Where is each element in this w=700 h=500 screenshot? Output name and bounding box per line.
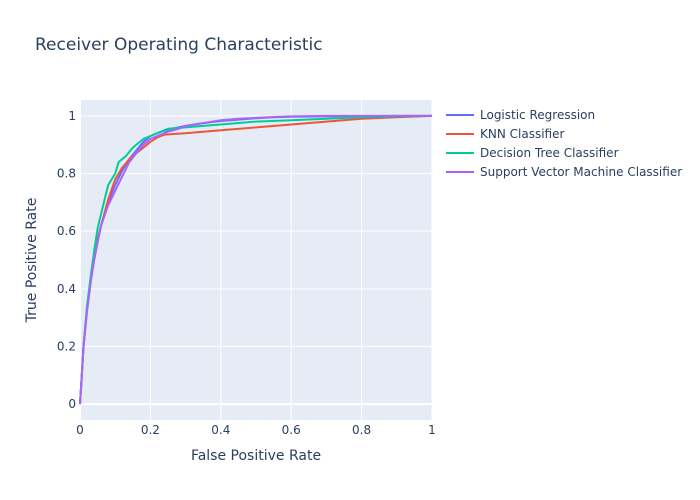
y-tick-label: 0.6 bbox=[57, 224, 76, 238]
gridlines bbox=[79, 100, 433, 420]
legend[interactable]: Logistic Regression KNN Classifier Decisio… bbox=[446, 108, 682, 179]
y-tick-label: 0.8 bbox=[57, 167, 76, 181]
x-axis-title: False Positive Rate bbox=[191, 448, 321, 464]
x-tick-label: 0.2 bbox=[141, 423, 160, 437]
legend-label: Logistic Regression bbox=[480, 108, 595, 122]
y-tick-label: 0.4 bbox=[57, 282, 76, 296]
x-tick-label: 0.4 bbox=[211, 423, 230, 437]
y-tick-label: 1 bbox=[68, 109, 76, 123]
y-tick-label: 0.2 bbox=[57, 339, 76, 353]
chart-title: Receiver Operating Characteristic bbox=[35, 35, 323, 55]
y-axis-title: True Positive Rate bbox=[24, 198, 40, 324]
legend-item[interactable]: Decision Tree Classifier bbox=[446, 146, 619, 160]
plot-background bbox=[80, 100, 432, 420]
tick-labels: 0 0.2 0.4 0.6 0.8 1 0 0.2 0.4 0.6 0.8 1 bbox=[57, 109, 436, 437]
legend-item[interactable]: KNN Classifier bbox=[446, 127, 564, 141]
series-line-support-vector-machine-classifier bbox=[79, 114, 432, 405]
legend-label: Decision Tree Classifier bbox=[480, 146, 619, 160]
y-tick-label: 0 bbox=[68, 397, 76, 411]
legend-item[interactable]: Support Vector Machine Classifier bbox=[446, 165, 682, 179]
legend-item[interactable]: Logistic Regression bbox=[446, 108, 595, 122]
x-tick-label: 0.6 bbox=[282, 423, 301, 437]
x-tick-label: 1 bbox=[428, 423, 436, 437]
legend-label: Support Vector Machine Classifier bbox=[480, 165, 682, 179]
series-lines bbox=[79, 114, 433, 405]
x-tick-label: 0.8 bbox=[352, 423, 371, 437]
legend-label: KNN Classifier bbox=[480, 127, 564, 141]
x-tick-label: 0 bbox=[76, 423, 84, 437]
